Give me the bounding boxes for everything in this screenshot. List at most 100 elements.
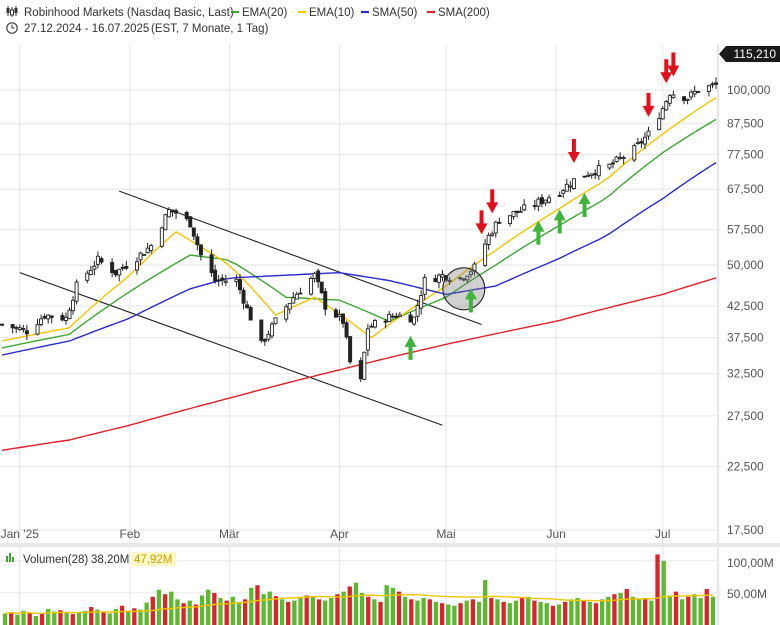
- volume-bar: [372, 599, 377, 625]
- volume-bar: [513, 600, 519, 625]
- candle: [515, 210, 520, 218]
- sell-arrow: [486, 189, 499, 214]
- volume-bar: [526, 596, 531, 625]
- candle: [248, 305, 253, 321]
- candle: [24, 324, 29, 341]
- candle: [113, 269, 118, 278]
- volume-bar: [483, 580, 488, 625]
- date-range: 27.12.2024 - 16.07.2025: [24, 23, 149, 35]
- candle: [664, 100, 669, 111]
- candle: [372, 318, 377, 329]
- candle: [547, 194, 552, 204]
- volume-value-1: 38,20M: [91, 554, 129, 566]
- candle: [149, 243, 154, 254]
- candlestick-icon: [6, 6, 18, 17]
- volume-bar: [593, 603, 599, 625]
- volume-bar: [452, 605, 457, 625]
- candle: [568, 181, 573, 193]
- candle: [692, 85, 697, 98]
- x-tick-label: Apr: [330, 527, 349, 541]
- candle: [323, 287, 328, 316]
- volume-bar: [624, 589, 629, 625]
- candle: [134, 257, 139, 275]
- legend-label-1: EMA(10): [309, 7, 355, 19]
- candle: [188, 216, 193, 228]
- candle: [195, 233, 200, 251]
- candles: [0, 77, 718, 383]
- candle: [163, 213, 168, 231]
- volume-bar: [470, 599, 476, 625]
- candle: [362, 351, 367, 381]
- volume-bar: [113, 608, 119, 625]
- candle: [511, 210, 516, 220]
- candle: [273, 317, 278, 325]
- volume-bar: [218, 598, 223, 625]
- volume-bar: [322, 600, 328, 625]
- candle: [298, 287, 303, 295]
- volume-bar: [224, 600, 229, 625]
- volume-bar: [279, 599, 285, 625]
- candle: [312, 271, 317, 283]
- candle: [490, 231, 495, 237]
- volume-bar: [433, 601, 439, 625]
- candle: [536, 196, 541, 212]
- candle: [408, 312, 413, 323]
- volume-bar: [193, 604, 199, 625]
- volume-bar: [495, 599, 500, 625]
- candle: [607, 163, 612, 171]
- candle: [35, 318, 40, 336]
- candle: [333, 307, 338, 319]
- volume-bar: [618, 592, 623, 625]
- candle: [660, 106, 665, 120]
- volume-bar: [181, 603, 186, 625]
- candle: [209, 249, 214, 277]
- candle: [557, 191, 562, 198]
- volume-bars-icon: [6, 553, 14, 562]
- volume-bar: [286, 601, 291, 625]
- candle: [138, 251, 143, 266]
- candle: [294, 291, 299, 300]
- candle: [390, 313, 395, 319]
- candle: [632, 143, 637, 162]
- candle: [458, 277, 463, 281]
- volume-bar: [409, 599, 414, 625]
- chart-title: Robinhood Markets (Nasdaq Basic, Last): [24, 7, 234, 19]
- volume-bar: [599, 599, 605, 625]
- volume-bar: [353, 582, 359, 625]
- y-tick-label: 57,500: [727, 223, 764, 237]
- volume-bar: [458, 603, 463, 625]
- panel-separator[interactable]: [0, 543, 780, 547]
- candle: [46, 314, 51, 324]
- volume-bar: [89, 607, 94, 625]
- candle: [216, 275, 221, 287]
- volume-bar: [359, 592, 365, 625]
- volume-bar: [704, 589, 709, 625]
- volume-bar: [199, 595, 205, 625]
- volume-value-2: 47,92M: [134, 554, 172, 566]
- volume-bar: [476, 601, 482, 625]
- candle: [337, 309, 342, 321]
- candle: [145, 242, 150, 254]
- candle: [17, 324, 22, 332]
- volume-bar: [519, 598, 525, 625]
- candle: [507, 215, 512, 227]
- volume-bar: [341, 591, 346, 625]
- volume-bars: [2, 554, 716, 625]
- candle: [262, 338, 267, 346]
- volume-bar: [710, 596, 716, 625]
- price-grid: [0, 44, 719, 625]
- candle: [344, 320, 349, 340]
- volume-bar: [156, 589, 162, 625]
- y-tick-label: 50,000: [727, 258, 764, 272]
- volume-bar: [95, 609, 100, 625]
- volume-bar: [384, 585, 389, 625]
- volume-bar: [464, 600, 469, 625]
- trendline-1: [19, 272, 443, 426]
- volume-bar: [415, 600, 420, 625]
- volume-bar: [556, 604, 562, 625]
- candle: [468, 268, 473, 278]
- volume-bar: [236, 601, 242, 625]
- series-line-sma50: [1, 162, 717, 356]
- candle: [436, 273, 441, 289]
- volume-bar: [673, 591, 679, 625]
